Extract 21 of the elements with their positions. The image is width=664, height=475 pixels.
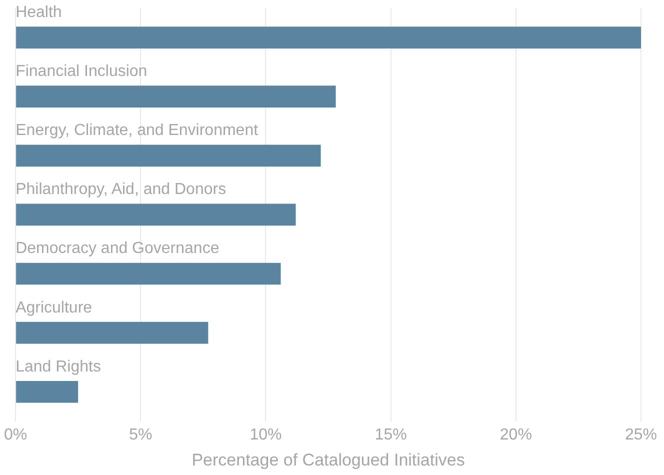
x-tick-label: 20% [500,426,532,444]
bar [16,204,296,226]
y-tick-label: Energy, Climate, and Environment [16,122,259,140]
bar [16,26,641,48]
y-tick-label: Financial Inclusion [16,63,148,80]
y-tick-label: Health [16,4,62,22]
bar [16,380,78,403]
x-tick-label: 15% [374,426,407,444]
y-tick-label: Land Rights [16,358,101,376]
bar [16,262,281,285]
y-tick-label: Philanthropy, Aid, and Donors [16,181,226,198]
x-tick-label: 10% [250,426,282,444]
x-axis-title: Percentage of Catalogued Initiatives [192,450,465,470]
x-tick-label: 5% [129,426,152,444]
bar [16,144,321,167]
bar [16,86,336,108]
bar [16,322,208,344]
y-tick-label: Agriculture [16,299,92,316]
y-tick-label: Democracy and Governance [16,240,220,258]
x-tick-label: 0% [4,426,28,444]
x-tick-label: 25% [624,426,658,444]
